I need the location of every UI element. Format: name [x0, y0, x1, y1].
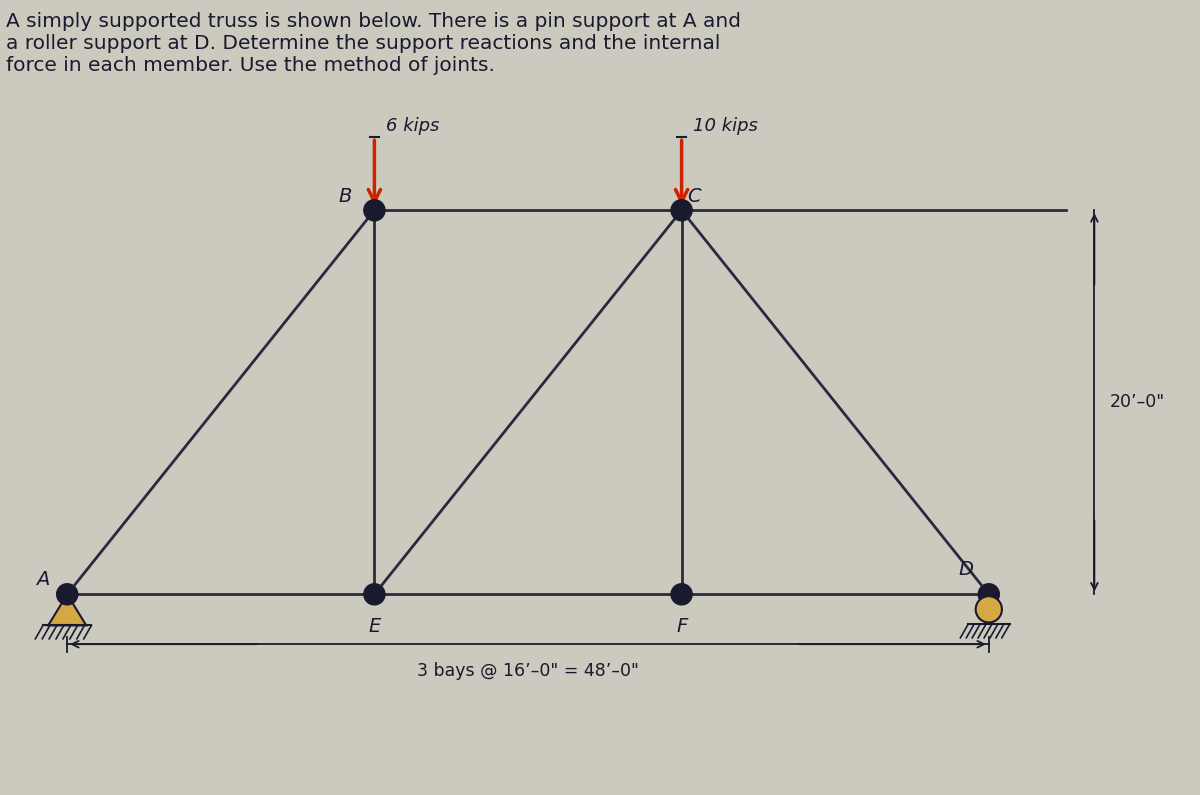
- Circle shape: [978, 584, 1000, 605]
- Polygon shape: [48, 595, 86, 626]
- Text: 10 kips: 10 kips: [694, 118, 758, 135]
- Text: A: A: [36, 569, 49, 588]
- Circle shape: [56, 584, 78, 605]
- Text: E: E: [368, 618, 380, 636]
- Text: C: C: [688, 188, 701, 207]
- Circle shape: [671, 584, 692, 605]
- Text: A simply supported truss is shown below. There is a pin support at A and
a rolle: A simply supported truss is shown below.…: [6, 12, 742, 75]
- Circle shape: [976, 596, 1002, 622]
- Text: B: B: [338, 188, 353, 207]
- Text: F: F: [676, 618, 688, 636]
- Circle shape: [671, 200, 692, 221]
- Text: D: D: [959, 560, 973, 579]
- Circle shape: [364, 584, 385, 605]
- Text: 20’–0": 20’–0": [1110, 394, 1165, 411]
- Circle shape: [364, 200, 385, 221]
- Text: 3 bays @ 16’–0" = 48’–0": 3 bays @ 16’–0" = 48’–0": [418, 661, 638, 680]
- Text: 6 kips: 6 kips: [386, 118, 439, 135]
